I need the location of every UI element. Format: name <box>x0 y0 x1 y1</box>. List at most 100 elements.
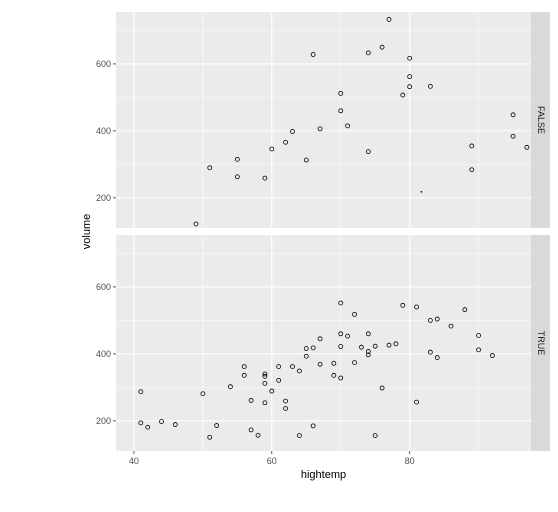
data-point <box>283 398 288 404</box>
data-point <box>234 174 240 180</box>
data-point <box>193 221 199 227</box>
data-point <box>317 361 323 367</box>
data-point <box>276 377 282 383</box>
data-point <box>365 331 371 337</box>
data-point <box>241 372 247 378</box>
data-point <box>345 333 351 339</box>
data-point <box>407 55 413 61</box>
data-point <box>510 112 516 118</box>
data-point <box>283 139 288 145</box>
data-point <box>338 90 344 96</box>
data-point <box>207 165 213 171</box>
data-point <box>338 375 344 381</box>
y-tick-label: 400 <box>96 126 111 136</box>
data-point <box>414 304 419 310</box>
data-point <box>262 371 268 377</box>
highlight-marker <box>420 190 423 193</box>
data-point <box>414 399 419 405</box>
data-point <box>469 167 475 173</box>
data-point <box>372 343 378 349</box>
data-point <box>310 423 316 429</box>
data-point <box>352 311 357 317</box>
data-point <box>365 50 371 56</box>
data-point <box>476 347 482 353</box>
data-point <box>310 52 316 57</box>
data-point <box>524 144 530 150</box>
data-point <box>262 373 268 379</box>
data-point <box>427 317 433 323</box>
data-point <box>228 384 233 390</box>
data-point <box>434 316 440 322</box>
data-point <box>386 342 392 348</box>
data-point <box>214 423 220 428</box>
data-point <box>296 433 302 438</box>
facet-strip-label: TRUE <box>536 331 546 356</box>
data-point <box>338 331 344 337</box>
data-point <box>248 398 254 403</box>
data-point <box>262 400 268 406</box>
panel-background <box>116 12 531 228</box>
data-point <box>345 123 351 129</box>
data-point <box>338 108 344 114</box>
data-point <box>138 389 144 395</box>
x-axis-title: hightemp <box>301 469 346 481</box>
data-point <box>159 419 164 424</box>
data-point <box>138 420 144 426</box>
data-point <box>255 432 261 438</box>
y-tick-label: 600 <box>96 59 111 69</box>
data-point <box>317 126 323 132</box>
data-point <box>303 353 309 359</box>
data-point <box>310 345 316 351</box>
data-point <box>241 364 247 370</box>
y-tick-label: 200 <box>96 416 111 426</box>
data-point <box>338 300 344 306</box>
facet-strip-label: FALSE <box>536 106 546 134</box>
data-point <box>269 388 275 394</box>
data-point <box>434 355 440 360</box>
data-point <box>407 74 413 80</box>
y-tick-label: 200 <box>96 193 111 203</box>
data-point <box>372 433 378 438</box>
data-point <box>331 372 337 378</box>
data-point <box>489 353 495 358</box>
data-point <box>331 360 337 366</box>
y-tick-label: 600 <box>96 282 111 292</box>
data-point <box>365 149 371 155</box>
data-point <box>248 427 254 433</box>
facet-strip <box>531 235 550 451</box>
data-point <box>510 133 516 139</box>
data-point <box>207 434 213 440</box>
data-point <box>379 385 385 391</box>
x-tick-label: 40 <box>129 456 139 466</box>
data-point <box>407 84 413 90</box>
data-point <box>283 406 288 411</box>
data-point <box>469 143 475 149</box>
data-point <box>352 360 357 365</box>
y-axis-title: volume <box>81 214 93 249</box>
data-point <box>262 175 268 181</box>
data-point <box>303 346 309 351</box>
data-point <box>234 156 240 162</box>
x-tick-label: 60 <box>267 456 277 466</box>
panel-background <box>116 235 531 451</box>
data-point <box>365 352 371 358</box>
y-tick-label: 400 <box>96 349 111 359</box>
data-point <box>276 364 282 370</box>
axes-layer: 200 400 600 200 400 600 40 60 80 <box>96 59 415 466</box>
data-point <box>303 157 309 163</box>
data-point <box>476 333 482 338</box>
data-point <box>427 349 433 355</box>
facet-strip <box>531 12 550 228</box>
data-point <box>296 368 302 374</box>
data-point <box>462 307 468 313</box>
panel-true: TRUE <box>116 235 550 451</box>
data-point <box>365 349 371 354</box>
data-point <box>359 344 364 350</box>
data-point <box>269 146 275 152</box>
data-point <box>262 380 268 386</box>
data-point <box>400 302 406 308</box>
data-point <box>400 92 406 98</box>
data-point <box>448 323 454 329</box>
data-point <box>338 344 344 349</box>
